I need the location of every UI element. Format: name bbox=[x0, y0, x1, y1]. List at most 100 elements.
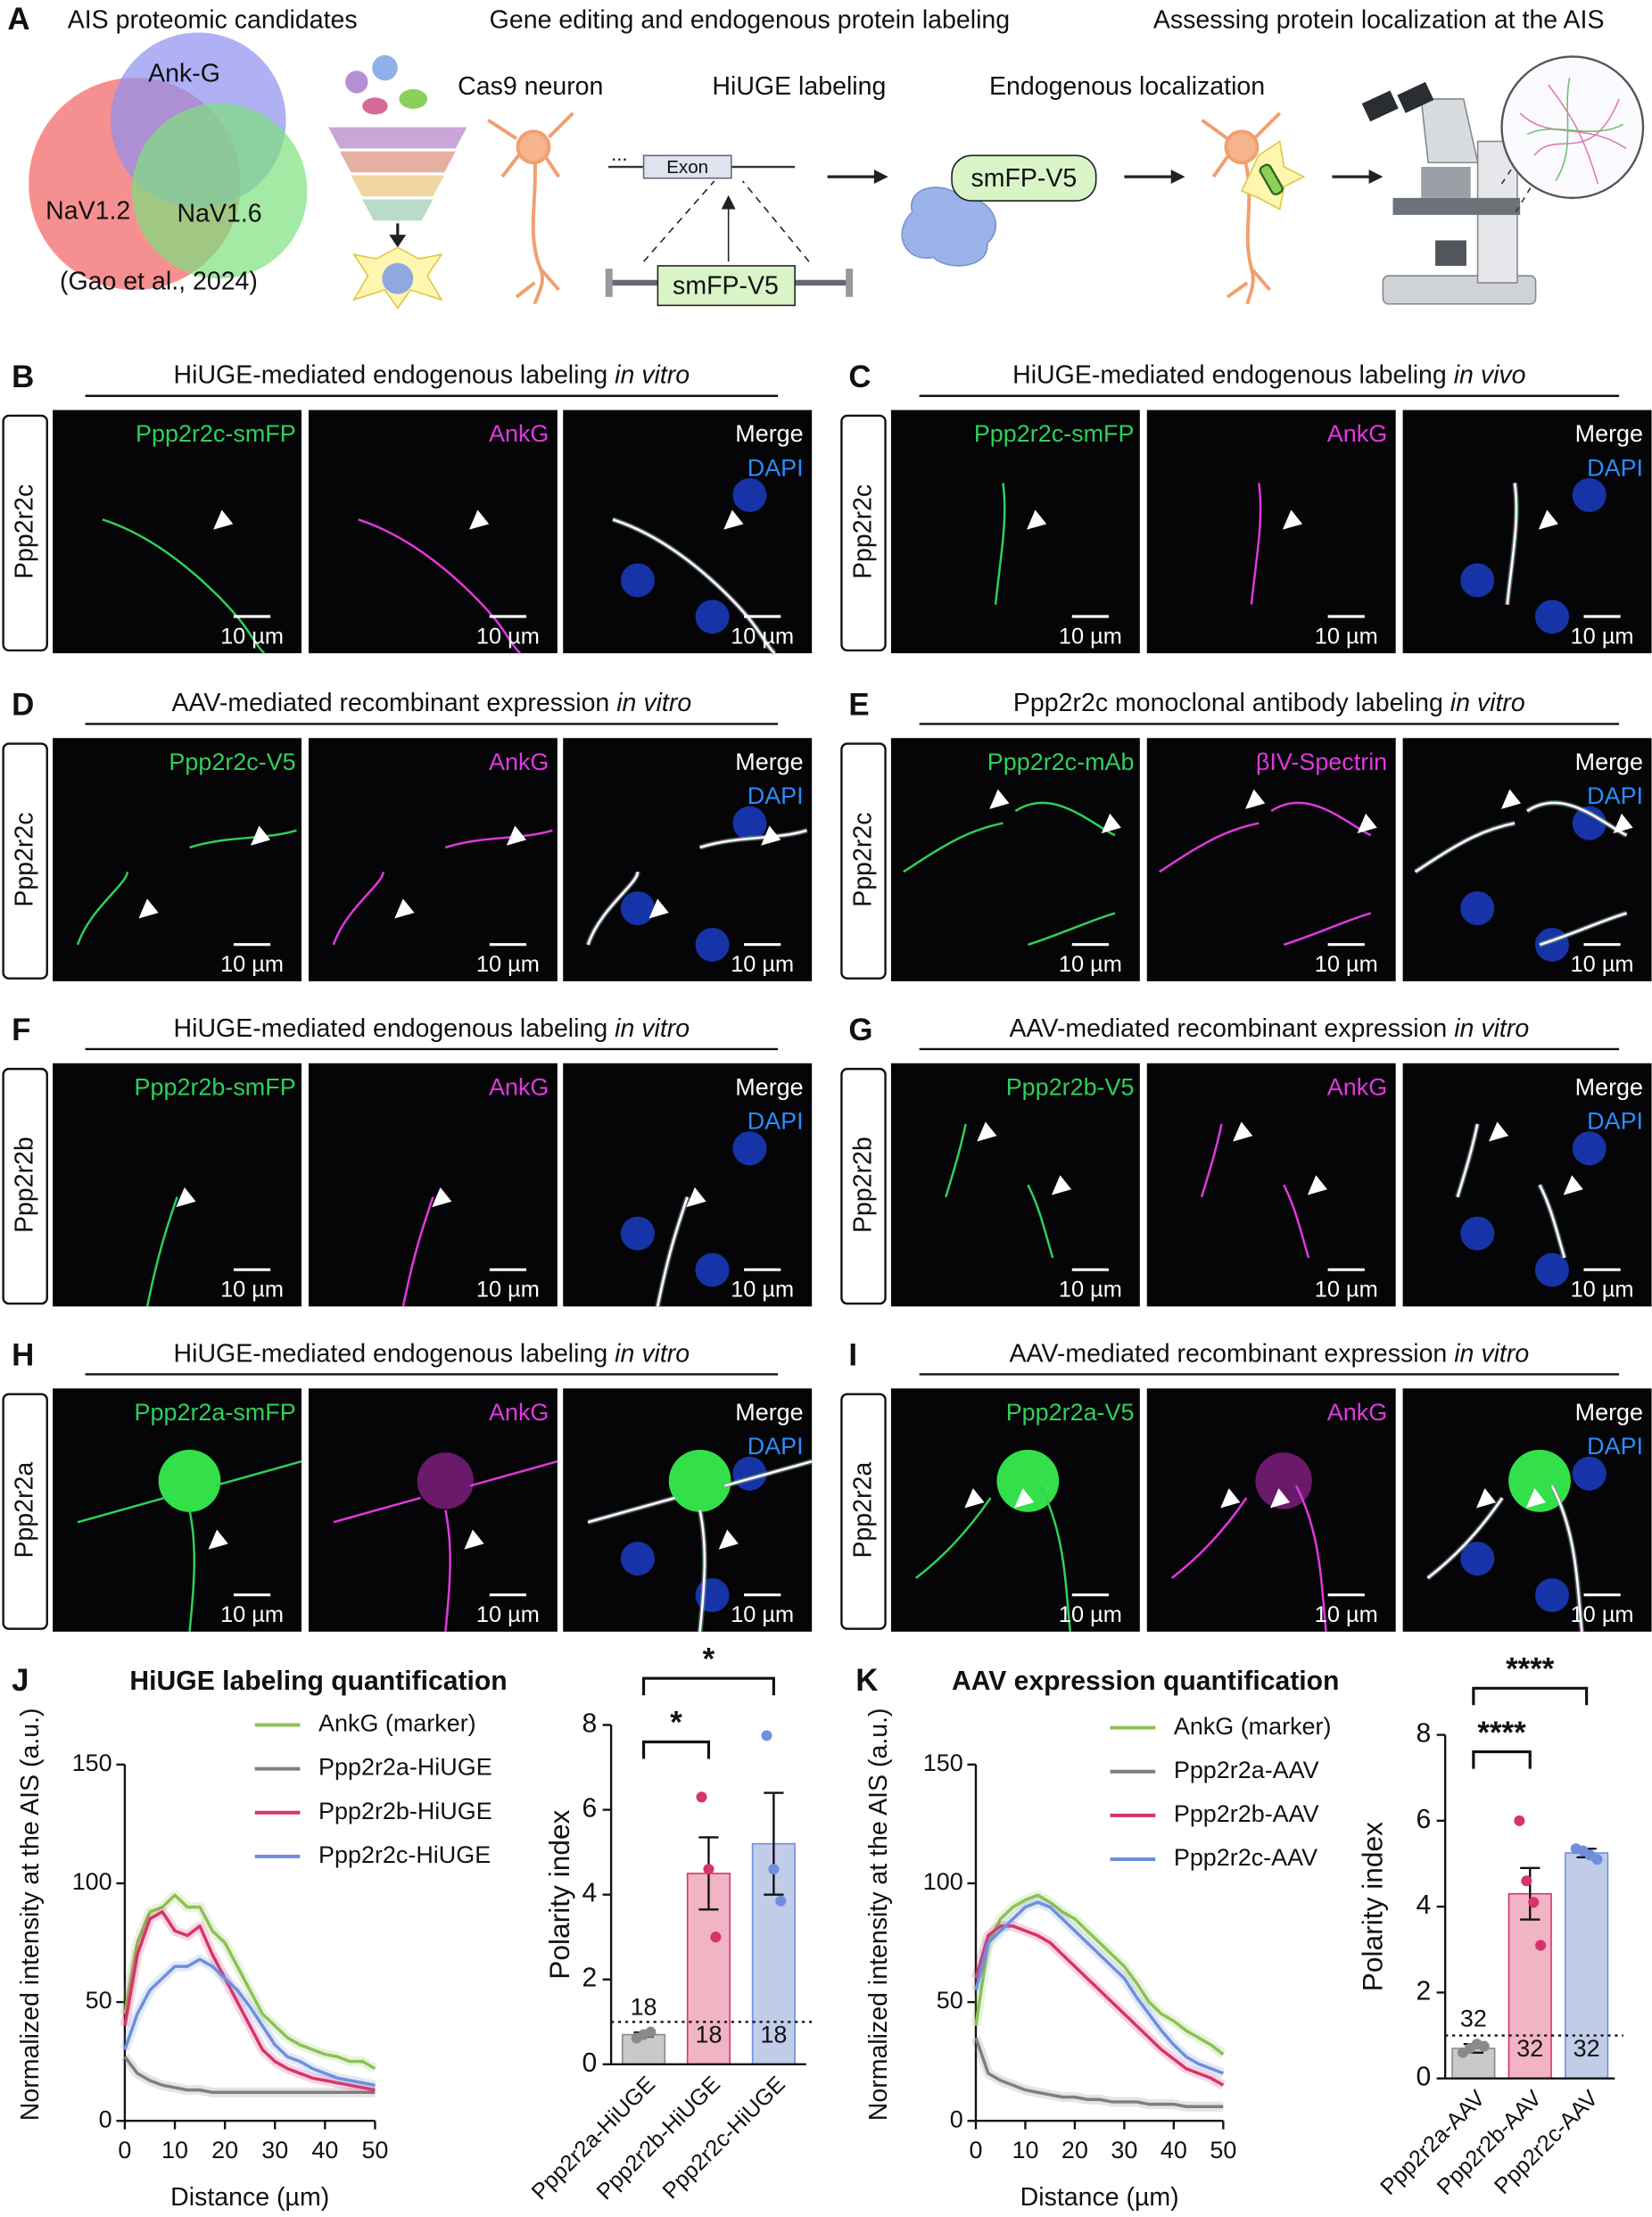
y-tick-label: 0 bbox=[582, 2048, 598, 2078]
y-tick-label: 2 bbox=[582, 1964, 598, 1993]
arrowhead bbox=[1357, 813, 1377, 834]
cell-body bbox=[417, 1452, 475, 1510]
data-point bbox=[1528, 1897, 1540, 1908]
nucleus bbox=[620, 1216, 655, 1251]
arrow bbox=[1332, 170, 1384, 185]
x-tick-label: 10 bbox=[161, 2137, 188, 2163]
y-axis-label: Normalized intensity at the AIS (a.u.) bbox=[16, 1708, 45, 2121]
channel-label: Ppp2r2b-smFP bbox=[135, 1073, 296, 1100]
heading: AIS proteomic candidates bbox=[68, 5, 358, 34]
legend-label: Ppp2r2a-HiUGE bbox=[318, 1754, 492, 1781]
panel-title-italic: in vitro bbox=[615, 1339, 690, 1368]
series-line bbox=[123, 1957, 376, 2088]
micrograph bbox=[1146, 738, 1396, 981]
scale-bar-label: 10 µm bbox=[1315, 952, 1378, 977]
nucleus bbox=[620, 1542, 655, 1576]
significance-bracket bbox=[1472, 1686, 1589, 1706]
nucleus bbox=[1460, 1216, 1495, 1251]
construct-text: Exon bbox=[666, 157, 708, 178]
axon bbox=[588, 1461, 812, 1632]
heading: Assessing protein localization at the AI… bbox=[1153, 5, 1605, 34]
error-bar bbox=[764, 1791, 784, 1896]
micrograph bbox=[1402, 1063, 1652, 1307]
panel-title-text: HiUGE-mediated endogenous labeling bbox=[174, 1013, 608, 1042]
arrowhead bbox=[686, 1187, 706, 1208]
micrograph bbox=[563, 1388, 813, 1632]
channel-label: Merge bbox=[1575, 420, 1643, 447]
panel-title: HiUGE-mediated endogenous labeling in vit… bbox=[174, 1339, 690, 1368]
micrograph bbox=[1402, 409, 1652, 654]
axon bbox=[1458, 1124, 1565, 1258]
row-label: Ppp2r2c bbox=[848, 812, 877, 906]
panel-letter: D bbox=[12, 688, 34, 723]
axon bbox=[359, 519, 520, 653]
nucleus bbox=[695, 600, 730, 634]
nucleus bbox=[1460, 891, 1495, 926]
data-point bbox=[1535, 1940, 1547, 1951]
data-point bbox=[710, 1932, 722, 1943]
y-tick-label: 50 bbox=[937, 1987, 963, 2014]
arrowhead bbox=[1101, 813, 1121, 834]
nucleus bbox=[620, 891, 655, 926]
channel-label: AnkG bbox=[1327, 1073, 1387, 1100]
panel-title-italic: in vitro bbox=[615, 360, 690, 389]
nucleus bbox=[732, 1131, 767, 1166]
axon-group bbox=[1251, 483, 1260, 604]
scale-bar-label: 10 µm bbox=[476, 952, 540, 977]
y-tick-label: 4 bbox=[1417, 1890, 1432, 1920]
row-label: Ppp2r2a bbox=[848, 1462, 877, 1559]
scale-bar-label: 10 µm bbox=[220, 624, 284, 649]
axon-group bbox=[78, 1461, 301, 1632]
axon-group bbox=[1202, 1124, 1309, 1258]
panel-title: HiUGE-mediated endogenous labeling in vit… bbox=[174, 1013, 690, 1042]
data-point bbox=[703, 1864, 714, 1875]
axon-group bbox=[1172, 1485, 1326, 1632]
significance-bracket bbox=[641, 1740, 711, 1759]
scale-bar-label: 10 µm bbox=[220, 1278, 284, 1303]
scale-bar-label: 10 µm bbox=[1571, 1278, 1634, 1303]
channel-label: DAPI bbox=[748, 1433, 804, 1460]
panel-title-italic: in vitro bbox=[1454, 1013, 1529, 1042]
x-tick-label: 40 bbox=[1161, 2137, 1187, 2163]
legend-label: Ppp2r2a-AAV bbox=[1174, 1757, 1319, 1783]
panel-letter: E bbox=[848, 688, 869, 723]
micrograph bbox=[1146, 1063, 1396, 1307]
scale-bar-label: 10 µm bbox=[1059, 952, 1122, 977]
x-axis-label: Distance (µm) bbox=[1020, 2183, 1179, 2212]
nucleus bbox=[620, 563, 655, 598]
significance-bracket bbox=[1472, 1750, 1532, 1769]
panel-title-italic: in vitro bbox=[615, 1013, 690, 1042]
legend-label: AnkG (marker) bbox=[1174, 1713, 1332, 1740]
channel-label: AnkG bbox=[489, 1399, 549, 1426]
data-point bbox=[761, 1730, 772, 1741]
scale-bar-label: 10 µm bbox=[220, 952, 284, 977]
neuron-icon bbox=[487, 112, 574, 305]
arrowhead bbox=[176, 1187, 196, 1208]
axon bbox=[403, 1197, 433, 1307]
axon bbox=[946, 1124, 1053, 1258]
micrograph bbox=[890, 738, 1140, 981]
axon-group bbox=[995, 483, 1004, 604]
micrograph bbox=[53, 409, 302, 654]
micrograph bbox=[308, 1388, 558, 1632]
panel-title-text: AAV-mediated recombinant expression bbox=[1009, 1339, 1447, 1368]
channel-label: DAPI bbox=[1587, 1107, 1643, 1134]
row-label-box bbox=[2, 414, 48, 652]
channel-label: Ppp2r2a-V5 bbox=[1006, 1399, 1135, 1426]
protein-tag: smFP-V5 bbox=[971, 164, 1077, 193]
channel-label: Merge bbox=[735, 1399, 803, 1426]
axon-group bbox=[78, 831, 296, 945]
y-tick-label: 0 bbox=[950, 2105, 963, 2132]
bar bbox=[1565, 1852, 1609, 2080]
axon-group bbox=[334, 831, 552, 945]
series-line bbox=[123, 1910, 376, 2092]
panel-title-italic: in vivo bbox=[1454, 360, 1526, 389]
error-bar bbox=[1520, 1866, 1540, 1921]
panel-title-text: Ppp2r2c monoclonal antibody labeling bbox=[1013, 689, 1443, 717]
y-axis-label: Normalized intensity at the AIS (a.u.) bbox=[864, 1708, 893, 2121]
significance-label: **** bbox=[1477, 1716, 1526, 1750]
channel-label: Ppp2r2c-smFP bbox=[136, 420, 296, 447]
cell-body bbox=[996, 1450, 1060, 1512]
channel-label: DAPI bbox=[1587, 782, 1643, 809]
venn-label: NaV1.2 bbox=[45, 196, 130, 225]
